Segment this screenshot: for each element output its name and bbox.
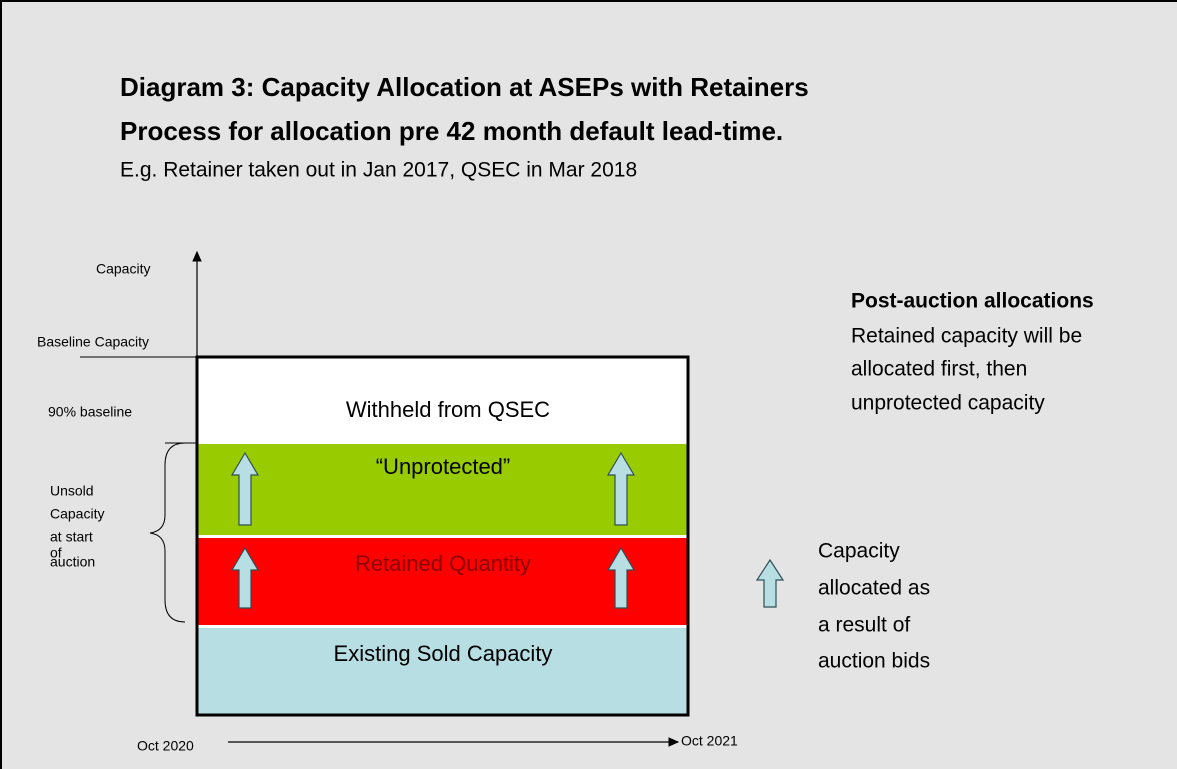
note-heading: Post-auction allocations: [851, 290, 1094, 313]
y-axis-label: Capacity: [96, 261, 150, 277]
band-retained: [197, 538, 688, 625]
up-arrow: [606, 546, 636, 609]
note-line: Retained capacity will be: [851, 325, 1082, 348]
band-withheld: [197, 357, 688, 444]
legend-line: a result of: [818, 614, 910, 637]
legend-line: Capacity: [818, 540, 900, 563]
band-gap: [197, 535, 688, 538]
unsold-label: of: [50, 545, 62, 561]
band-label: Existing Sold Capacity: [334, 641, 553, 666]
unsold-label: auction: [50, 554, 95, 570]
brace: [149, 442, 186, 623]
legend-line: auction bids: [818, 650, 930, 673]
legend-arrow: [755, 558, 785, 608]
up-arrow: [230, 546, 260, 609]
band-gap: [197, 625, 688, 628]
note-line: allocated first, then: [851, 358, 1027, 381]
band-label: “Unprotected”: [376, 454, 511, 479]
band-label: Withheld from QSEC: [346, 397, 550, 422]
up-arrow: [230, 451, 260, 526]
level-label: Baseline Capacity: [37, 334, 149, 350]
note-line: unprotected capacity: [851, 392, 1045, 415]
x-axis-end: Oct 2021: [681, 733, 738, 749]
unsold-label: Capacity: [50, 506, 104, 522]
band-label: Retained Quantity: [355, 551, 531, 576]
up-arrow: [606, 451, 636, 526]
unsold-label: at start: [50, 529, 93, 545]
band-unprotected: [197, 444, 688, 535]
title: Diagram 3: Capacity Allocation at ASEPs …: [120, 72, 809, 102]
capacity-box: [195, 355, 690, 717]
x-axis-start: Oct 2020: [137, 738, 194, 754]
title: Process for allocation pre 42 month defa…: [120, 116, 783, 146]
unsold-label: Unsold: [50, 483, 94, 499]
subtitle: E.g. Retainer taken out in Jan 2017, QSE…: [120, 159, 637, 182]
legend-line: allocated as: [818, 577, 930, 600]
level-label: 90% baseline: [48, 404, 132, 420]
band-existing: [197, 628, 688, 715]
